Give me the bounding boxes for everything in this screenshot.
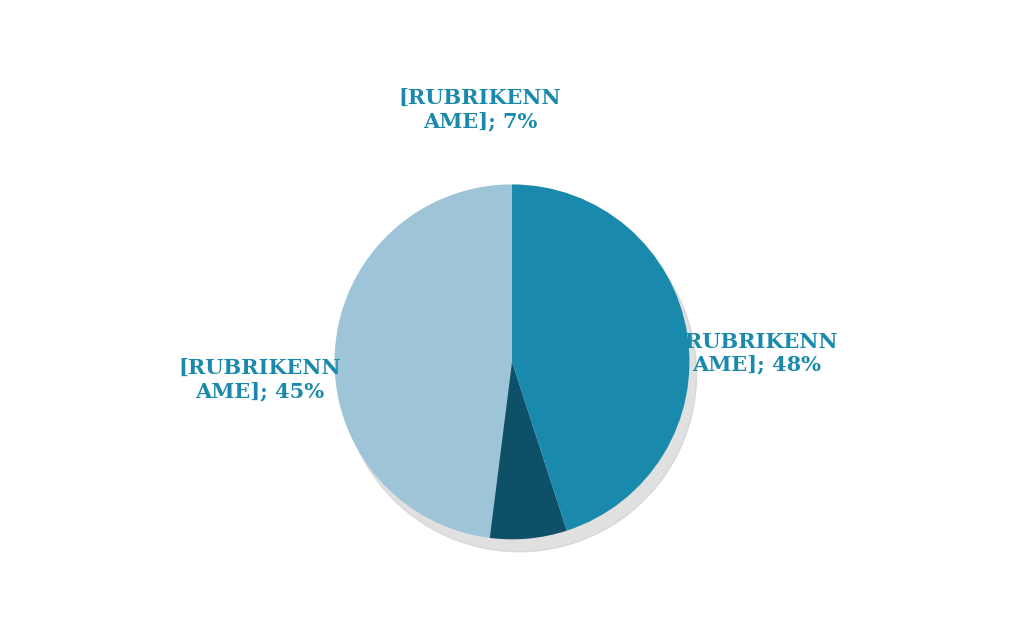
Wedge shape [489,362,567,539]
Text: [RUBRIKENN
AME]; 7%: [RUBRIKENN AME]; 7% [398,88,561,131]
Circle shape [342,197,696,552]
Text: [RUBRIKENN
AME]; 48%: [RUBRIKENN AME]; 48% [676,331,839,375]
Text: [RUBRIKENN
AME]; 45%: [RUBRIKENN AME]; 45% [179,358,341,401]
Wedge shape [512,184,689,531]
Wedge shape [335,184,512,538]
